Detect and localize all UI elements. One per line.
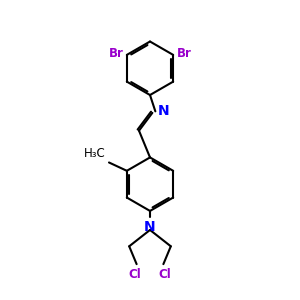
Text: N: N [158,104,170,118]
Text: N: N [144,220,156,234]
Text: Cl: Cl [158,268,171,281]
Text: Cl: Cl [129,268,142,281]
Text: H₃C: H₃C [84,147,106,160]
Text: Br: Br [108,47,123,60]
Text: Br: Br [177,47,192,60]
